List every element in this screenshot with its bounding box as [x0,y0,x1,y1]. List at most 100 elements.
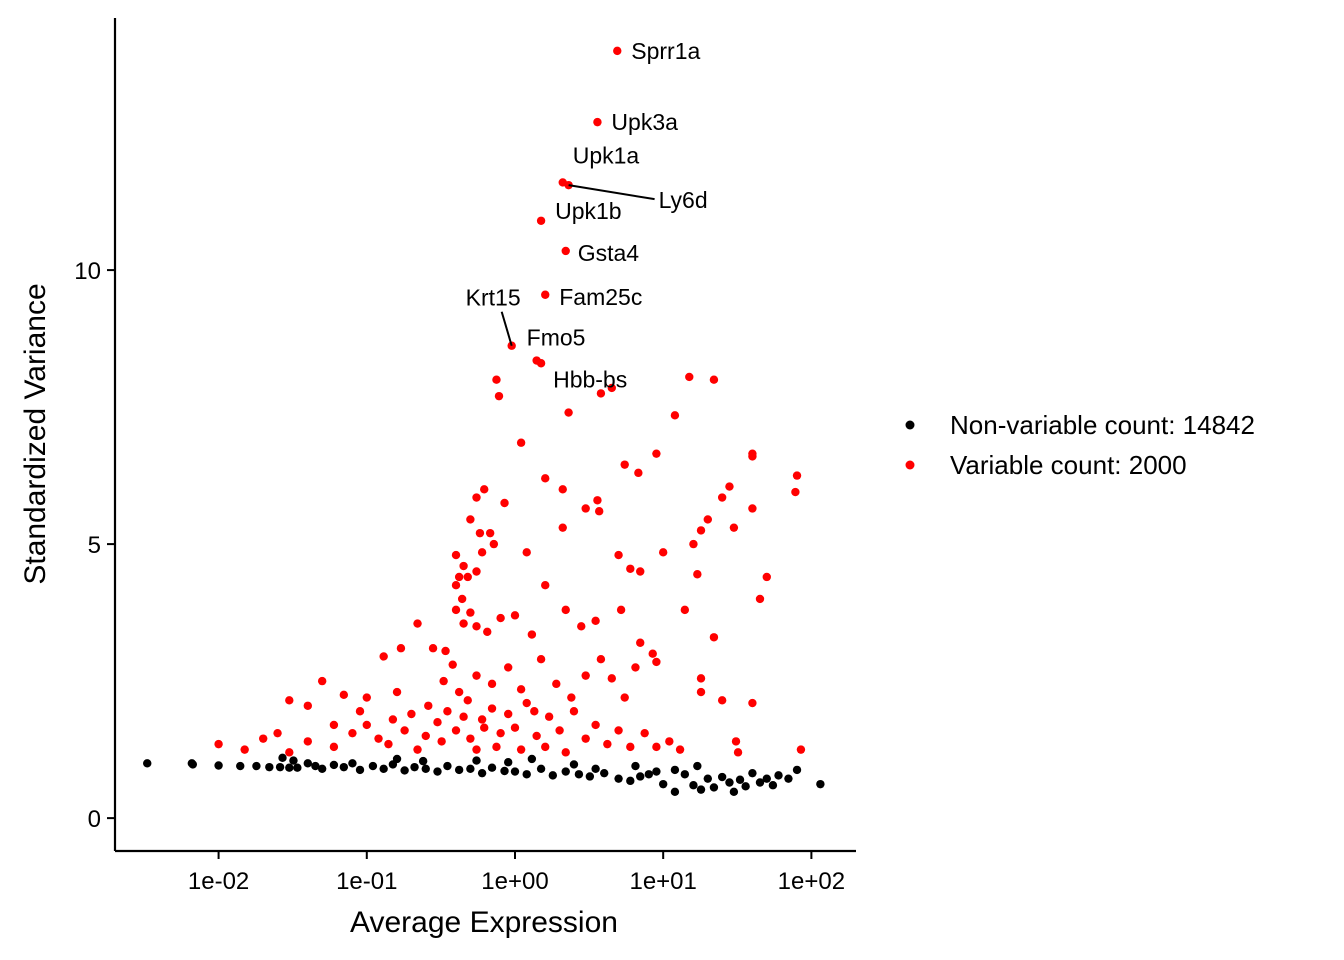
data-point [487,679,497,689]
data-point [631,663,640,672]
data-point [303,701,313,710]
data-point [496,728,505,738]
data-point [433,718,442,727]
data-point [240,745,249,754]
x-tick-label: 1e-01 [336,868,397,895]
data-point [636,567,645,576]
data-point [265,762,274,772]
data-point [214,739,223,749]
data-point [303,759,313,768]
data-point [561,246,570,256]
data-point [555,726,564,735]
data-point [530,707,539,716]
data-point [413,619,422,628]
data-point [703,515,712,524]
data-point [689,781,698,790]
legend-label-variable: Variable count: 2000 [950,450,1187,480]
data-point [418,756,428,766]
data-point [516,685,526,694]
data-point [472,622,481,631]
data-point [552,679,561,689]
data-point [472,756,481,765]
data-point [717,493,727,502]
data-point [472,671,481,680]
annotation-leader-line [500,311,513,347]
data-point [796,745,806,754]
x-axis-title: Average Expression [350,906,618,939]
gene-label: Upk3a [611,109,678,135]
data-point [741,782,750,791]
data-point [792,765,802,775]
data-point [536,216,546,225]
data-point [400,726,409,735]
data-points-layer [143,46,825,797]
data-point [510,767,520,776]
data-point [285,696,294,705]
data-point [816,779,825,789]
data-point [561,748,570,757]
data-point [368,761,378,771]
data-point [392,687,402,697]
data-point [500,766,509,776]
gene-label: Upk1a [573,142,640,168]
data-point [236,761,245,771]
data-point [581,504,590,513]
data-point [527,754,537,764]
y-tick-label: 5 [88,532,101,559]
data-point [504,758,513,767]
data-point [561,605,570,615]
data-point [569,707,579,716]
data-point [451,605,461,615]
data-point [421,731,430,741]
data-point [658,779,668,789]
data-point [492,742,501,752]
data-point [492,375,501,384]
data-point [689,539,698,549]
data-point [626,742,635,752]
data-point [362,693,371,702]
data-point [541,474,550,483]
data-point [593,117,602,127]
data-point [388,715,398,724]
data-point [379,764,388,773]
x-tick-label: 1e+01 [629,868,696,895]
data-point [500,498,509,508]
data-point [384,739,393,749]
data-point [652,767,661,776]
data-point [273,728,282,738]
data-point [652,742,661,752]
data-point [626,564,635,573]
data-point [631,761,640,771]
data-point [636,772,645,781]
data-point [614,726,623,735]
data-point [755,778,765,787]
data-point [640,728,649,738]
data-point [496,613,505,623]
data-point [317,676,327,686]
data-point [522,548,531,557]
data-point [516,438,526,447]
data-point [748,452,757,461]
data-point [613,46,622,56]
data-point [644,770,654,779]
data-point [443,761,452,771]
data-point [616,605,626,615]
data-point [483,627,492,636]
data-point [717,772,727,782]
data-point [696,674,706,683]
data-point [536,359,546,368]
data-point [472,745,481,754]
y-tick-label: 0 [88,806,101,833]
x-tick-label: 1e+00 [481,868,548,895]
data-point [339,690,349,700]
data-point [400,766,409,775]
data-point [451,550,461,560]
data-point [717,696,727,705]
data-point [487,704,497,713]
data-point [472,567,481,576]
data-point [448,660,457,669]
data-point [522,770,531,779]
data-point [733,748,743,757]
data-point [339,762,349,772]
data-point [696,526,706,535]
